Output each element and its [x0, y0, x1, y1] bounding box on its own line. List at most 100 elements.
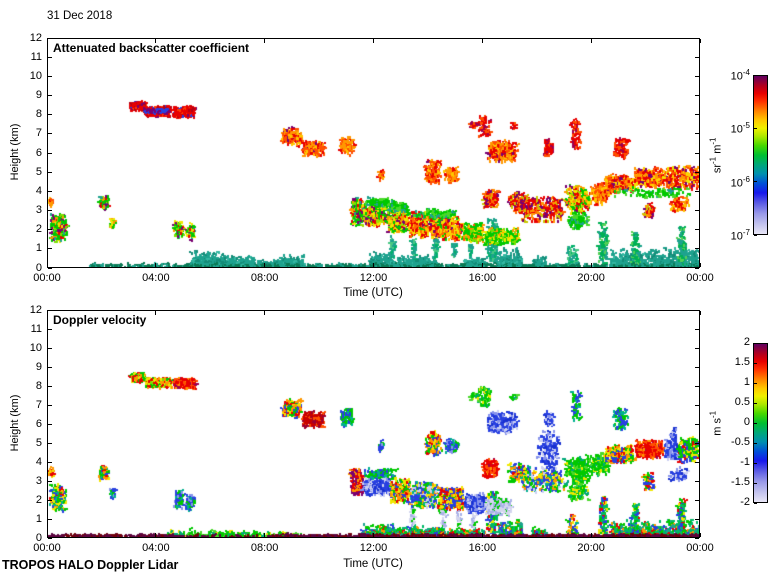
x-tick-mark — [590, 533, 592, 537]
x-tick-mark — [155, 533, 157, 537]
x-tick-mark — [590, 39, 592, 43]
y-tick-label: 9 — [35, 89, 42, 101]
colorbar-tick-mark — [754, 402, 757, 404]
y-tick-mark — [48, 518, 52, 520]
colorbar-tick-label: -2 — [740, 496, 750, 508]
x-tick-mark — [155, 263, 157, 267]
y-tick-mark — [48, 309, 52, 311]
x-tick-label: 04:00 — [142, 272, 170, 284]
x-tick-mark — [481, 39, 483, 43]
y-tick-label: 8 — [35, 379, 42, 392]
colorbar-tick-label: 0 — [743, 416, 750, 428]
y-tick-mark — [695, 152, 699, 154]
colorbar-tick-label: 10-4 — [730, 68, 750, 83]
y-tick-label: 2 — [35, 223, 42, 236]
colorbar-tick-mark — [754, 462, 757, 464]
x-tick-label: 20:00 — [577, 272, 605, 284]
backscatter-x-axis-label: Time (UTC) — [343, 287, 403, 299]
instrument-footer-label: TROPOS HALO Doppler Lidar — [2, 558, 179, 572]
x-tick-label: 00:00 — [33, 542, 61, 554]
y-tick-mark — [48, 537, 52, 539]
y-tick-mark — [48, 267, 52, 269]
backscatter-panel: Attenuated backscatter coefficient — [47, 38, 700, 268]
y-tick-label: 9 — [35, 360, 42, 373]
colorbar-tick-mark — [754, 74, 757, 76]
colorbar-tick-label: -1 — [740, 456, 750, 468]
x-tick-label: 08:00 — [250, 542, 279, 554]
colorbar-tick-mark — [754, 382, 757, 384]
date-label: 31 Dec 2018 — [47, 10, 113, 22]
y-tick-label: 0 — [35, 531, 42, 544]
x-tick-mark — [373, 263, 374, 267]
y-tick-mark — [695, 442, 699, 444]
y-tick-mark — [695, 75, 699, 77]
y-tick-mark — [48, 190, 52, 192]
y-tick-mark — [48, 385, 52, 387]
colorbar-tick-mark — [754, 362, 757, 364]
y-tick-label: 2 — [35, 493, 42, 506]
x-tick-mark — [46, 533, 48, 537]
colorbar-tick-label: 2 — [743, 336, 750, 348]
y-tick-mark — [48, 461, 52, 463]
y-tick-label: 5 — [35, 436, 42, 449]
x-tick-mark — [373, 533, 374, 537]
y-tick-mark — [695, 480, 699, 482]
colorbar-tick-label: 10-6 — [730, 174, 750, 190]
y-tick-label: 10 — [29, 341, 42, 354]
y-tick-mark — [695, 37, 699, 39]
colorbar-unit-label: m s-1 — [708, 410, 724, 436]
y-tick-mark — [48, 171, 52, 173]
x-tick-mark — [46, 263, 48, 267]
x-tick-mark — [481, 263, 483, 267]
y-tick-mark — [695, 366, 699, 368]
x-tick-mark — [264, 533, 266, 537]
x-tick-mark — [46, 311, 48, 315]
y-tick-mark — [48, 499, 52, 501]
y-tick-mark — [695, 518, 699, 520]
colorbar-tick-mark — [754, 502, 757, 504]
backscatter-title: Attenuated backscatter coefficient — [53, 41, 250, 55]
x-tick-label: 12:00 — [359, 272, 388, 284]
y-tick-mark — [695, 95, 699, 96]
x-tick-mark — [590, 311, 592, 315]
y-tick-mark — [695, 537, 699, 539]
colorbar-tick-mark — [754, 234, 757, 236]
y-tick-mark — [48, 75, 52, 77]
y-tick-mark — [48, 114, 52, 116]
velocity-title: Doppler velocity — [53, 313, 147, 327]
y-tick-mark — [695, 404, 699, 406]
y-tick-label: 8 — [35, 108, 42, 121]
x-tick-mark — [373, 311, 374, 315]
x-tick-mark — [264, 39, 266, 43]
colorbar-tick-mark — [754, 482, 757, 484]
colorbar — [753, 75, 768, 235]
x-tick-label: 00:00 — [33, 272, 61, 284]
colorbar-unit-label: sr-1 m-1 — [708, 137, 724, 174]
colorbar-tick-mark — [754, 342, 757, 344]
y-tick-mark — [48, 347, 52, 349]
y-tick-label: 11 — [30, 50, 42, 63]
y-tick-mark — [48, 152, 52, 154]
y-tick-mark — [48, 95, 52, 96]
x-tick-mark — [699, 39, 701, 43]
colorbar-tick-mark — [754, 422, 757, 424]
x-tick-mark — [699, 263, 701, 267]
y-tick-mark — [48, 210, 52, 211]
x-tick-mark — [264, 311, 266, 315]
y-tick-mark — [48, 442, 52, 444]
colorbar-tick-label: 1 — [743, 376, 750, 388]
x-tick-label: 08:00 — [250, 272, 279, 284]
y-tick-mark — [48, 328, 52, 330]
y-tick-mark — [48, 37, 52, 39]
x-tick-label: 16:00 — [468, 542, 497, 554]
x-tick-label: 16:00 — [468, 272, 497, 284]
x-tick-mark — [155, 311, 157, 315]
y-tick-label: 7 — [35, 127, 42, 140]
velocity-heatmap-canvas — [48, 311, 699, 537]
x-tick-label: 20:00 — [577, 542, 605, 554]
colorbar-tick-label: 1.5 — [734, 356, 750, 368]
colorbar-tick-label: -0.5 — [731, 436, 750, 448]
colorbar-tick-mark — [754, 127, 757, 129]
y-tick-mark — [48, 423, 52, 425]
colorbar-tick-mark — [754, 181, 757, 183]
